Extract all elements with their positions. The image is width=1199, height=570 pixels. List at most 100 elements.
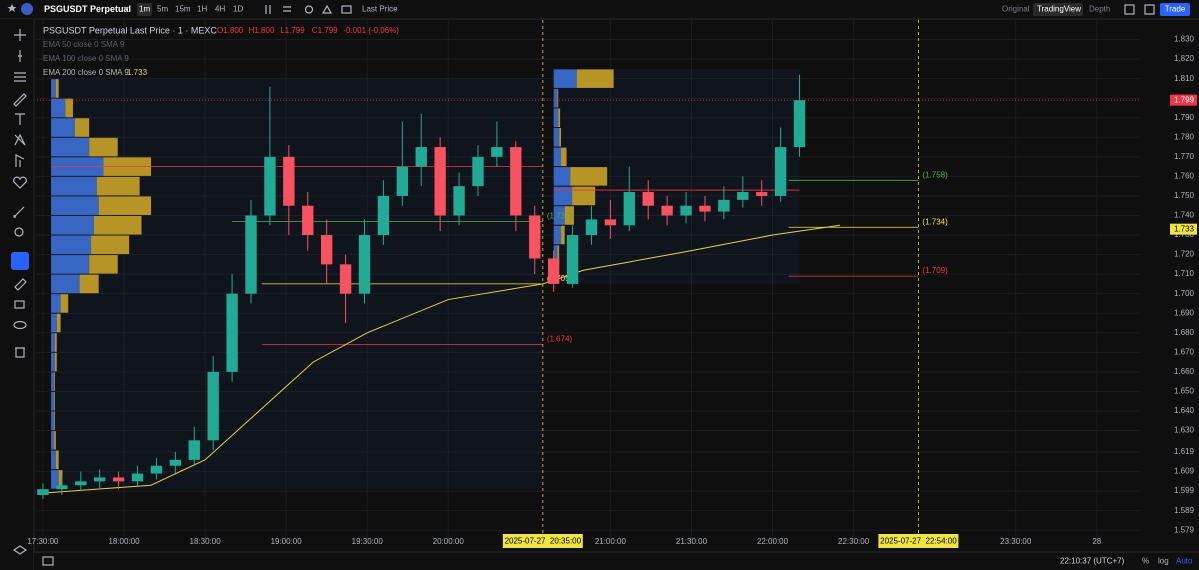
alert-icon[interactable]: [304, 5, 314, 14]
fullscreen-icon[interactable]: [1144, 4, 1155, 15]
interval-button[interactable]: 4H: [215, 5, 225, 14]
remove-tool[interactable]: [15, 347, 25, 358]
profile-bar-buy: [51, 137, 90, 157]
visibility-tool[interactable]: [13, 320, 27, 330]
y-tick-label: 1.810: [1174, 74, 1195, 83]
y-tick-label: 1.790: [1174, 113, 1195, 122]
top-bar: [0, 0, 1199, 19]
snapshot-icon[interactable]: [341, 5, 352, 14]
favorite-star[interactable]: [7, 4, 17, 12]
profile-bar-sell: [53, 391, 55, 411]
interval-button[interactable]: 1H: [197, 5, 207, 14]
forecast-tool[interactable]: [15, 154, 25, 167]
symbol-name[interactable]: PSGUSDT Perpetual: [44, 4, 131, 14]
profile-bar-buy: [51, 431, 54, 450]
x-tick-label: 28: [1092, 537, 1101, 546]
view-tab[interactable]: Depth: [1089, 5, 1110, 14]
interval-button[interactable]: 15m: [175, 5, 191, 14]
text-tool[interactable]: [15, 113, 25, 125]
fib-tool[interactable]: [14, 72, 26, 82]
lock-tool[interactable]: [14, 300, 25, 309]
view-tab[interactable]: TradingView: [1037, 5, 1081, 14]
ruler-tool[interactable]: [13, 206, 25, 218]
layout-icon[interactable]: [1124, 4, 1135, 15]
y-tick-label: 1.760: [1174, 172, 1195, 181]
time-marker-bg: [878, 534, 959, 548]
y-tick-label: 1.619: [1174, 447, 1195, 456]
candle-body: [112, 477, 125, 482]
y-tick-label: 1.820: [1174, 54, 1195, 63]
profile-bar-sell: [572, 186, 596, 206]
trend-tool[interactable]: [18, 50, 22, 62]
candle-body: [188, 440, 200, 460]
magnet-tool-active[interactable]: [11, 252, 29, 270]
zoom-tool[interactable]: [14, 227, 24, 237]
price-tag-bg: [1170, 94, 1197, 106]
candle-body: [339, 264, 352, 294]
price-type[interactable]: Last Price: [362, 5, 398, 14]
panel-toggle[interactable]: [42, 556, 54, 566]
ohlc-value: -0.001 (-0.06%): [343, 26, 399, 35]
profile-bar-buy: [51, 255, 90, 274]
candle-body: [756, 192, 768, 196]
profile-bar-sell: [60, 294, 69, 313]
profile-bar-buy: [553, 186, 573, 206]
lock-drawing[interactable]: [14, 278, 27, 291]
candle-body: [264, 156, 276, 216]
percent-toggle[interactable]: %: [1142, 557, 1149, 566]
profile-bar-buy: [51, 215, 94, 235]
symbol-dropdown[interactable]: [123, 7, 129, 10]
candle-body: [75, 481, 87, 486]
view-tab[interactable]: Original: [1002, 5, 1030, 14]
left-tools[interactable]: [11, 29, 54, 566]
ema-line: [42, 224, 841, 494]
candle-body: [661, 205, 673, 216]
crosshair-tool[interactable]: [14, 29, 26, 41]
trade-button-bg[interactable]: [1160, 3, 1190, 16]
x-tick-label: 22:30:00: [838, 537, 870, 546]
candle-body: [566, 235, 579, 284]
candle-body: [604, 219, 617, 226]
profile-bar-sell: [557, 88, 559, 108]
indicator-legend: EMA 200 close 0 SMA 9: [43, 68, 129, 77]
profile-bar-buy: [51, 274, 80, 294]
profile-bar-buy: [51, 450, 56, 470]
profile-bar-sell: [65, 98, 73, 118]
indicator-icon[interactable]: [265, 5, 271, 14]
candle-body: [169, 459, 182, 466]
y-tick-label: 1.670: [1174, 347, 1195, 356]
x-tick-label: 18:30:00: [190, 537, 222, 546]
time-marker-label: 2025-07-27 20:35:00: [505, 537, 582, 546]
candle-body: [245, 215, 257, 294]
profile-bar-sell: [54, 352, 57, 372]
replay-icon[interactable]: [321, 4, 333, 14]
left-toolbar: [0, 19, 34, 570]
profile-bar-sell: [93, 215, 142, 235]
y-tick-label: 1.720: [1174, 250, 1195, 259]
pattern-tool[interactable]: [14, 133, 26, 146]
x-tick-label: 19:00:00: [271, 537, 303, 546]
level-label: (1.737): [547, 211, 573, 220]
favorite-tool[interactable]: [13, 176, 27, 189]
interval-button[interactable]: 1D: [233, 5, 243, 14]
interval-button[interactable]: 5m: [157, 5, 168, 14]
profile-bar-sell: [53, 372, 55, 391]
auto-toggle[interactable]: Auto: [1176, 557, 1193, 566]
symbol-logo: [21, 3, 33, 15]
profile-bar-sell: [54, 333, 57, 352]
brush-tool[interactable]: [13, 93, 27, 107]
profile-bar-sell: [55, 450, 59, 470]
profile-bar-buy: [553, 69, 577, 88]
profile-bar-sell: [557, 245, 560, 264]
ohlc-value: C1.799: [312, 26, 338, 35]
profile-bar-sell: [98, 196, 152, 215]
candle-body: [226, 293, 238, 372]
trade-button[interactable]: Trade: [1165, 5, 1186, 14]
layers-tool[interactable]: [12, 545, 28, 555]
interval-button[interactable]: 1m: [139, 5, 150, 14]
compare-icon[interactable]: [283, 6, 291, 12]
log-toggle[interactable]: log: [1158, 557, 1169, 566]
candle-body: [207, 371, 219, 441]
